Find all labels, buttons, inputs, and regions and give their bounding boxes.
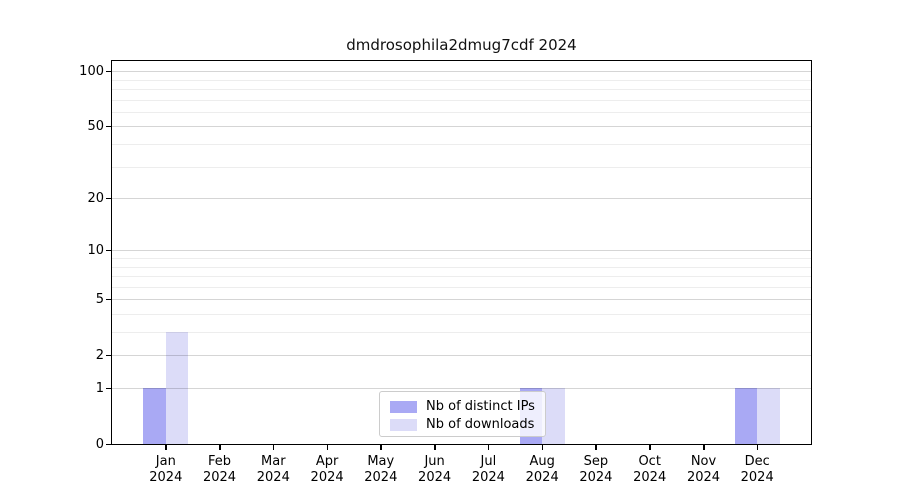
x-tick-month: Jun — [424, 454, 445, 469]
x-tick-mark-jul — [487, 445, 490, 450]
legend-swatch-downloads — [390, 418, 417, 431]
x-tick-year: 2024 — [525, 470, 559, 485]
gridline-major-50 — [112, 126, 811, 128]
legend-row-downloads: Nb of downloads — [390, 416, 537, 433]
gridline-major-10 — [112, 250, 811, 252]
gridline-major-5 — [112, 299, 811, 301]
x-tick-label-feb: Feb 2024 — [185, 454, 255, 486]
x-tick-label-may: May 2024 — [346, 454, 416, 486]
x-tick-month: Sep — [583, 454, 609, 469]
x-tick-label-aug: Aug 2024 — [507, 454, 577, 486]
legend-label-distinct-ips: Nb of distinct IPs — [426, 399, 535, 414]
gridline-major-20 — [112, 198, 811, 200]
y-tick-label-5: 5 — [95, 291, 104, 307]
y-tick-mark-20 — [106, 197, 111, 200]
gridline-major-100 — [112, 71, 811, 73]
gridline-minor-60 — [112, 111, 811, 113]
y-tick-mark-0 — [106, 443, 111, 445]
x-tick-label-oct: Oct 2024 — [615, 454, 685, 486]
gridline-major-2 — [112, 355, 811, 357]
gridline-minor-4 — [112, 314, 811, 315]
x-tick-label-sep: Sep 2024 — [561, 454, 631, 486]
legend: Nb of distinct IPs Nb of downloads — [379, 391, 546, 437]
gridline-minor-7 — [112, 276, 811, 277]
y-tick-mark-1 — [106, 387, 111, 389]
x-tick-mark-aug — [541, 445, 544, 450]
x-tick-year: 2024 — [364, 470, 398, 485]
gridline-minor-6 — [112, 286, 811, 288]
legend-swatch-distinct-ips — [390, 400, 417, 413]
y-tick-mark-5 — [106, 298, 111, 301]
x-tick-mark-feb — [219, 445, 221, 450]
y-tick-label-1: 1 — [95, 380, 104, 396]
legend-label-downloads: Nb of downloads — [426, 417, 535, 432]
y-tick-mark-10 — [106, 249, 111, 252]
gridline-minor-8 — [112, 266, 811, 268]
x-tick-mark-nov — [703, 445, 705, 450]
x-tick-year: 2024 — [418, 470, 452, 485]
x-tick-month: Dec — [744, 454, 770, 469]
legend-row-distinct-ips: Nb of distinct IPs — [390, 398, 537, 415]
x-tick-month: May — [367, 454, 395, 469]
y-tick-mark-100 — [106, 70, 111, 73]
x-tick-mark-jan — [165, 445, 167, 450]
x-tick-mark-mar — [272, 445, 275, 450]
x-tick-mark-oct — [649, 445, 651, 450]
y-tick-mark-2 — [106, 354, 111, 357]
x-tick-month: Oct — [638, 454, 661, 469]
bar-dec-distinct-ips — [734, 388, 758, 444]
x-tick-year: 2024 — [686, 470, 721, 485]
x-tick-year: 2024 — [579, 470, 613, 485]
chart-title: dmdrosophila2dmug7cdf 2024 — [346, 36, 577, 54]
gridline-minor-80 — [112, 89, 811, 90]
x-tick-year: 2024 — [633, 470, 667, 485]
x-tick-label-jan: Jan 2024 — [131, 454, 201, 486]
x-tick-month: Jan — [155, 454, 176, 469]
x-tick-label-nov: Nov 2024 — [669, 454, 739, 486]
x-tick-month: Jul — [480, 454, 497, 469]
y-tick-label-20: 20 — [87, 190, 104, 206]
x-tick-month: Apr — [315, 454, 339, 469]
x-tick-year: 2024 — [256, 470, 290, 485]
gridline-minor-90 — [112, 79, 811, 81]
y-tick-mark-50 — [106, 125, 111, 128]
x-tick-year: 2024 — [310, 470, 344, 485]
gridline-minor-9 — [112, 258, 811, 259]
x-tick-year: 2024 — [149, 470, 183, 485]
y-tick-label-0: 0 — [95, 436, 104, 452]
gridline-major-1 — [112, 388, 811, 389]
gridline-minor-70 — [112, 99, 811, 101]
bar-dec-downloads — [757, 388, 780, 444]
x-tick-year: 2024 — [740, 470, 774, 485]
gridline-minor-30 — [112, 166, 811, 168]
x-tick-mark-dec — [756, 445, 759, 450]
gridline-minor-3 — [112, 332, 811, 333]
x-tick-mark-apr — [326, 445, 329, 450]
gridline-minor-40 — [112, 144, 811, 145]
x-tick-label-jul: Jul 2024 — [453, 454, 523, 486]
x-tick-month: Nov — [690, 454, 717, 469]
bar-jan-distinct-ips — [143, 388, 166, 444]
y-tick-label-50: 50 — [87, 118, 104, 134]
x-tick-month: Mar — [261, 454, 286, 469]
x-tick-month: Feb — [207, 454, 232, 469]
x-tick-year: 2024 — [202, 470, 237, 485]
bar-aug-downloads — [542, 388, 565, 444]
x-tick-month: Aug — [529, 454, 555, 469]
x-tick-label-jun: Jun 2024 — [400, 454, 470, 486]
x-tick-mark-may — [380, 445, 382, 450]
y-tick-label-2: 2 — [95, 347, 104, 363]
x-tick-label-mar: Mar 2024 — [238, 454, 308, 486]
x-tick-label-dec: Dec 2024 — [722, 454, 792, 486]
x-tick-year: 2024 — [471, 470, 505, 485]
x-tick-mark-sep — [595, 445, 597, 450]
x-tick-label-apr: Apr 2024 — [292, 454, 362, 486]
x-tick-mark-jun — [434, 445, 436, 450]
y-tick-label-10: 10 — [87, 242, 104, 258]
y-tick-label-100: 100 — [79, 63, 104, 79]
plot-area: Nb of distinct IPs Nb of downloads — [111, 60, 812, 445]
bar-jan-downloads — [165, 332, 189, 444]
